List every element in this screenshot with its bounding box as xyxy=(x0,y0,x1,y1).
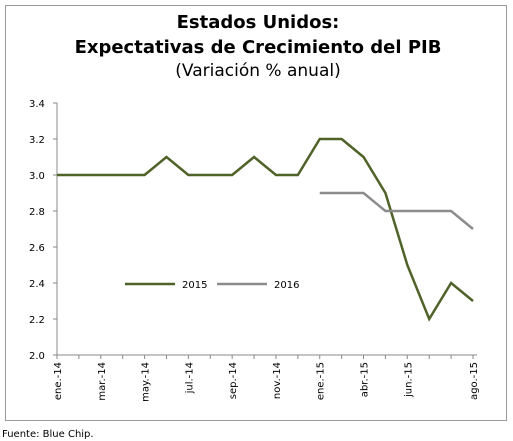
line-series xyxy=(57,137,474,322)
y-tick-label: 3.0 xyxy=(29,171,45,182)
source: Fuente: Blue Chip. xyxy=(2,429,94,440)
chart-title: Expectativas de Crecimiento del PIB xyxy=(75,37,442,58)
line-series xyxy=(319,191,474,230)
x-tick-label: may.-14 xyxy=(141,362,152,402)
chart-border xyxy=(5,5,507,421)
chart-title: Estados Unidos: xyxy=(177,12,340,33)
x-tick-label: mar.-14 xyxy=(97,362,108,401)
y-tick-label: 2.0 xyxy=(29,351,45,362)
y-tick-label: 2.6 xyxy=(29,243,45,254)
y-tick-label: 2.4 xyxy=(29,279,45,290)
x-tick-label: ago.-15 xyxy=(469,362,480,400)
legend-label: 2015 xyxy=(182,280,207,291)
x-tick-label: ene.-15 xyxy=(316,362,327,400)
x-tick-label: jun.-15 xyxy=(403,362,414,398)
y-tick-label: 2.8 xyxy=(29,207,45,218)
legend-label: 2016 xyxy=(274,280,299,291)
y-tick-label: 3.2 xyxy=(29,135,45,146)
chart-subtitle: (Variación % anual) xyxy=(175,61,340,81)
x-tick-label: nov.-14 xyxy=(272,362,283,399)
x-tick-label: jul.-14 xyxy=(184,362,195,394)
x-tick-label: sep.-14 xyxy=(228,362,239,399)
x-tick-label: abr.-15 xyxy=(360,362,371,397)
y-tick-label: 3.4 xyxy=(29,99,45,110)
y-tick-label: 2.2 xyxy=(29,315,45,326)
x-tick-label: ene.-14 xyxy=(53,362,64,400)
